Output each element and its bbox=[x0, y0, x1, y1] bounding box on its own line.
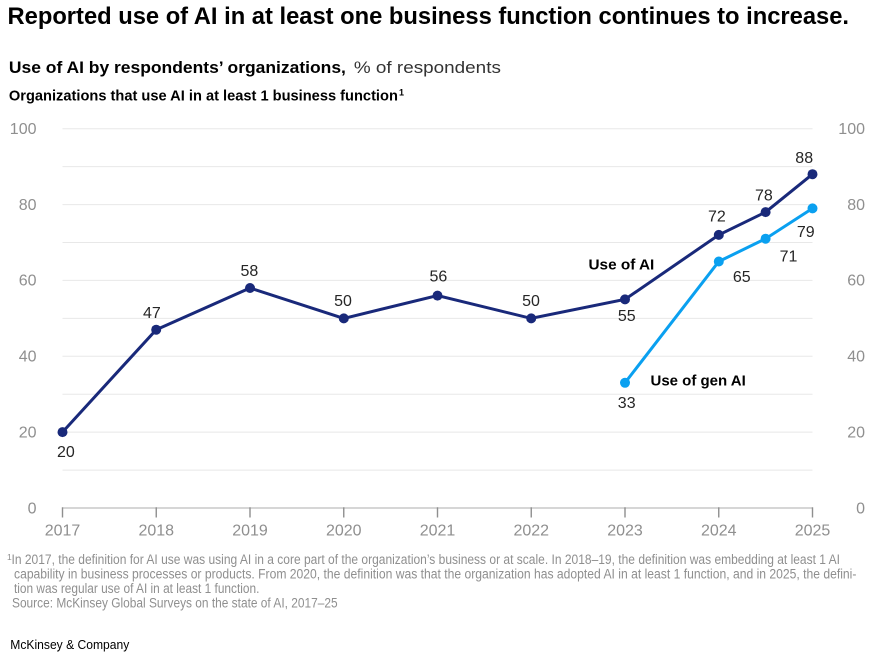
svg-text:50: 50 bbox=[334, 293, 352, 310]
svg-text:80: 80 bbox=[847, 197, 865, 214]
svg-text:47: 47 bbox=[143, 305, 161, 322]
svg-text:2020: 2020 bbox=[326, 523, 362, 540]
svg-text:2018: 2018 bbox=[138, 523, 174, 540]
svg-text:Source: McKinsey Global Survey: Source: McKinsey Global Surveys on the s… bbox=[12, 596, 338, 611]
svg-text:2019: 2019 bbox=[232, 523, 268, 540]
svg-text:20: 20 bbox=[847, 424, 865, 441]
svg-text:50: 50 bbox=[522, 293, 540, 310]
svg-text:56: 56 bbox=[430, 269, 448, 286]
svg-text:tion was regular use of AI in: tion was regular use of AI in at least 1… bbox=[14, 581, 259, 596]
svg-text:1: 1 bbox=[399, 87, 404, 97]
svg-text:0: 0 bbox=[856, 500, 865, 517]
svg-text:33: 33 bbox=[618, 395, 636, 412]
svg-text:71: 71 bbox=[780, 249, 798, 266]
svg-text:60: 60 bbox=[847, 273, 865, 290]
svg-text:79: 79 bbox=[797, 224, 815, 241]
svg-text:2023: 2023 bbox=[607, 523, 643, 540]
svg-text:2017: 2017 bbox=[45, 523, 81, 540]
svg-text:65: 65 bbox=[733, 269, 751, 286]
svg-text:100: 100 bbox=[838, 121, 865, 138]
svg-text:78: 78 bbox=[755, 187, 773, 204]
svg-text:In 2017, the definition for AI: In 2017, the definition for AI use was u… bbox=[12, 552, 841, 567]
svg-text:Use of gen AI: Use of gen AI bbox=[651, 372, 746, 389]
svg-text:2021: 2021 bbox=[420, 523, 456, 540]
svg-text:80: 80 bbox=[19, 197, 37, 214]
svg-text:Use of AI: Use of AI bbox=[589, 257, 655, 274]
svg-text:Use of AI by respondents’ orga: Use of AI by respondents’ organizations, bbox=[9, 58, 346, 77]
svg-text:Organizations that use AI in a: Organizations that use AI in at least 1 … bbox=[9, 87, 398, 104]
svg-text:20: 20 bbox=[57, 444, 75, 461]
svg-text:2024: 2024 bbox=[701, 523, 737, 540]
svg-text:2025: 2025 bbox=[795, 523, 831, 540]
svg-text:20: 20 bbox=[19, 424, 37, 441]
svg-text:2022: 2022 bbox=[513, 523, 549, 540]
svg-text:58: 58 bbox=[241, 263, 259, 280]
svg-text:Reported use of AI in at least: Reported use of AI in at least one busin… bbox=[8, 3, 850, 30]
svg-text:McKinsey & Company: McKinsey & Company bbox=[10, 637, 129, 652]
svg-text:0: 0 bbox=[28, 500, 37, 517]
svg-text:40: 40 bbox=[19, 349, 37, 366]
svg-text:88: 88 bbox=[795, 150, 813, 167]
svg-text:40: 40 bbox=[847, 349, 865, 366]
svg-text:60: 60 bbox=[19, 273, 37, 290]
svg-text:55: 55 bbox=[618, 308, 636, 325]
svg-text:100: 100 bbox=[10, 121, 37, 138]
svg-text:1: 1 bbox=[7, 552, 12, 562]
svg-text:% of respondents: % of respondents bbox=[354, 58, 501, 77]
svg-text:72: 72 bbox=[708, 209, 726, 226]
svg-text:capability in business process: capability in business processes or prod… bbox=[14, 567, 856, 582]
